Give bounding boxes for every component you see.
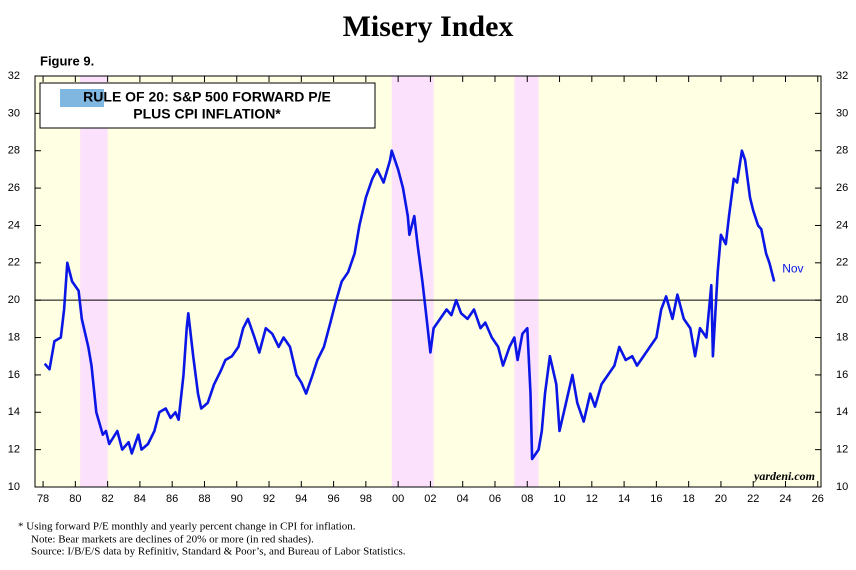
y-tick-label: 22 — [8, 257, 20, 269]
footnote: * Using forward P/E monthly and yearly p… — [18, 521, 356, 533]
x-tick-label: 12 — [586, 493, 598, 505]
x-tick-label: 06 — [489, 493, 501, 505]
x-tick-label: 04 — [457, 493, 469, 505]
y-tick-label: 18 — [8, 331, 20, 343]
end-label: Nov — [782, 262, 803, 276]
y2-tick-label: 16 — [836, 369, 848, 381]
y2-tick-label: 14 — [836, 406, 848, 418]
x-tick-label: 84 — [134, 493, 146, 505]
bear-market-shade — [80, 76, 108, 487]
y-tick-label: 30 — [8, 107, 20, 119]
x-tick-label: 88 — [198, 493, 210, 505]
y2-tick-label: 22 — [836, 257, 848, 269]
data-line — [43, 149, 776, 461]
y-tick-label: 24 — [8, 219, 20, 231]
x-tick-label: 10 — [553, 493, 565, 505]
x-tick-label: 24 — [779, 493, 791, 505]
x-tick-label: 82 — [102, 493, 114, 505]
bear-market-shade — [514, 76, 539, 487]
box-title: RULE OF 20: S&P 500 FORWARD P/E — [83, 89, 331, 105]
y-tick-label: 26 — [8, 182, 20, 194]
chart-title: Misery Index — [343, 10, 514, 43]
y2-tick-label: 10 — [836, 481, 848, 493]
x-tick-label: 08 — [521, 493, 533, 505]
source-mark: yardeni.com — [752, 469, 815, 483]
x-tick-label: 16 — [650, 493, 662, 505]
x-tick-label: 80 — [69, 493, 81, 505]
y-tick-label: 20 — [8, 294, 20, 306]
y-tick-label: 32 — [8, 70, 20, 82]
x-tick-label: 22 — [747, 493, 759, 505]
y-tick-label: 14 — [8, 406, 20, 418]
x-tick-label: 98 — [360, 493, 372, 505]
bear-market-shade — [391, 76, 434, 487]
x-tick-label: 86 — [166, 493, 178, 505]
y2-tick-label: 12 — [836, 444, 848, 456]
x-tick-label: 20 — [715, 493, 727, 505]
x-tick-label: 92 — [263, 493, 275, 505]
x-tick-label: 94 — [295, 493, 307, 505]
x-tick-label: 18 — [683, 493, 695, 505]
x-tick-label: 90 — [231, 493, 243, 505]
y-tick-label: 16 — [8, 369, 20, 381]
y-tick-label: 10 — [8, 481, 20, 493]
y2-tick-label: 32 — [836, 70, 848, 82]
x-tick-label: 96 — [327, 493, 339, 505]
x-tick-label: 78 — [37, 493, 49, 505]
y2-tick-label: 20 — [836, 294, 848, 306]
y2-tick-label: 26 — [836, 182, 848, 194]
y-tick-label: 12 — [8, 444, 20, 456]
plot-area: 10 10 12 12 14 14 16 16 18 18 20 20 22 22 24 24 26 26 28 28… — [8, 70, 849, 505]
y2-tick-label: 30 — [836, 107, 848, 119]
footnote: Source: I/B/E/S data by Refinitiv, Stand… — [31, 546, 406, 558]
figure-label: Figure 9. — [40, 53, 94, 68]
y2-tick-label: 28 — [836, 145, 848, 157]
x-tick-label: 02 — [424, 493, 436, 505]
y-tick-label: 28 — [8, 145, 20, 157]
y2-tick-label: 24 — [836, 219, 848, 231]
y2-tick-label: 18 — [836, 331, 848, 343]
box-title: PLUS CPI INFLATION* — [133, 106, 281, 122]
x-tick-label: 14 — [618, 493, 630, 505]
highlight — [60, 89, 104, 107]
x-tick-label: 26 — [812, 493, 824, 505]
x-tick-label: 00 — [392, 493, 404, 505]
plot-frame — [34, 75, 822, 488]
footnote: Note: Bear markets are declines of 20% o… — [31, 534, 314, 546]
